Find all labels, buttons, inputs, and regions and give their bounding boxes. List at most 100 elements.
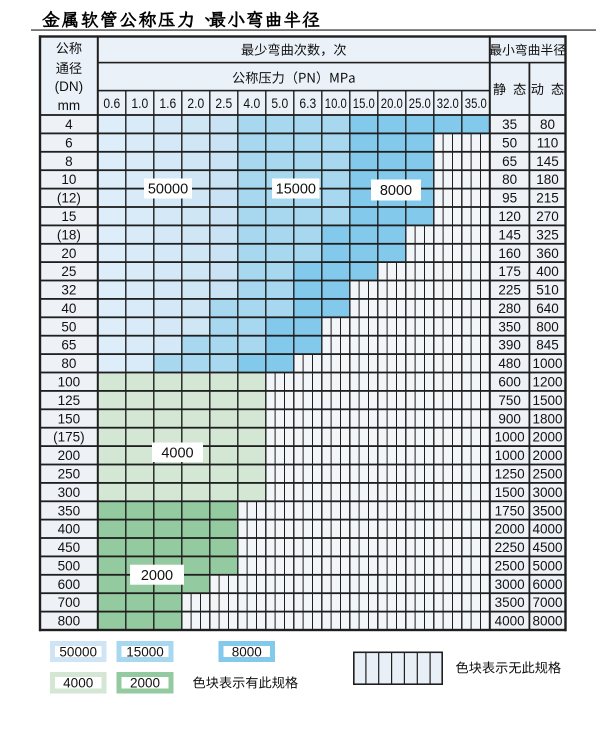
svg-text:32.0: 32.0: [437, 96, 459, 111]
svg-text:4.0: 4.0: [243, 96, 260, 111]
svg-text:(12): (12): [57, 191, 81, 206]
svg-text:250: 250: [58, 467, 81, 482]
svg-text:100: 100: [58, 375, 81, 390]
svg-text:35.0: 35.0: [465, 96, 487, 111]
svg-text:1500: 1500: [495, 485, 525, 500]
svg-text:2000: 2000: [532, 448, 562, 463]
svg-text:225: 225: [498, 283, 521, 298]
svg-text:1000: 1000: [495, 448, 525, 463]
svg-text:175: 175: [498, 264, 521, 279]
svg-text:280: 280: [498, 301, 521, 316]
svg-text:390: 390: [498, 338, 521, 353]
svg-text:4: 4: [65, 117, 73, 132]
svg-text:4000: 4000: [495, 614, 525, 629]
svg-text:0.6: 0.6: [103, 96, 120, 111]
svg-text:640: 640: [536, 301, 559, 316]
svg-text:2.0: 2.0: [187, 96, 204, 111]
svg-text:350: 350: [498, 319, 521, 334]
svg-text:1200: 1200: [532, 375, 562, 390]
svg-text:80: 80: [61, 356, 76, 371]
svg-text:160: 160: [498, 246, 521, 261]
svg-text:95: 95: [502, 191, 517, 206]
svg-text:150: 150: [58, 411, 81, 426]
svg-text:4500: 4500: [532, 540, 562, 555]
svg-text:15000: 15000: [126, 644, 164, 659]
svg-text:50000: 50000: [148, 182, 188, 198]
svg-text:2000: 2000: [141, 568, 173, 584]
svg-text:65: 65: [61, 338, 76, 353]
svg-text:400: 400: [536, 264, 559, 279]
svg-text:65: 65: [502, 154, 517, 169]
svg-text:50: 50: [61, 319, 76, 334]
svg-text:15: 15: [61, 209, 76, 224]
svg-text:80: 80: [540, 117, 555, 132]
svg-text:5000: 5000: [532, 558, 562, 573]
svg-text:480: 480: [498, 356, 521, 371]
svg-text:800: 800: [536, 319, 559, 334]
svg-text:350: 350: [58, 503, 81, 518]
svg-text:1250: 1250: [495, 467, 525, 482]
svg-text:40: 40: [61, 301, 76, 316]
svg-text:1.6: 1.6: [159, 96, 176, 111]
svg-text:6: 6: [65, 135, 73, 150]
svg-text:200: 200: [58, 448, 81, 463]
svg-text:125: 125: [58, 393, 81, 408]
svg-text:1.0: 1.0: [131, 96, 148, 111]
svg-text:8000: 8000: [532, 614, 562, 629]
svg-text:845: 845: [536, 338, 559, 353]
svg-text:10: 10: [61, 172, 76, 187]
svg-text:1500: 1500: [532, 393, 562, 408]
svg-text:2500: 2500: [532, 467, 562, 482]
svg-text:7000: 7000: [532, 595, 562, 610]
svg-text:145: 145: [536, 154, 559, 169]
svg-text:(18): (18): [57, 227, 81, 242]
svg-text:180: 180: [536, 172, 559, 187]
svg-text:20.0: 20.0: [381, 96, 403, 111]
svg-text:80: 80: [502, 172, 517, 187]
svg-text:215: 215: [536, 191, 559, 206]
svg-text:145: 145: [498, 227, 521, 242]
svg-text:450: 450: [58, 540, 81, 555]
svg-text:32: 32: [61, 283, 76, 298]
svg-text:4000: 4000: [63, 676, 93, 691]
svg-text:120: 120: [498, 209, 521, 224]
svg-text:2000: 2000: [495, 522, 525, 537]
svg-text:800: 800: [58, 614, 81, 629]
svg-text:325: 325: [536, 227, 559, 242]
svg-text:25.0: 25.0: [409, 96, 431, 111]
svg-text:2250: 2250: [495, 540, 525, 555]
svg-text:8: 8: [65, 154, 73, 169]
svg-text:700: 700: [58, 595, 81, 610]
svg-text:2500: 2500: [495, 558, 525, 573]
svg-text:3000: 3000: [495, 577, 525, 592]
svg-text:3000: 3000: [532, 485, 562, 500]
svg-text:270: 270: [536, 209, 559, 224]
svg-text:3500: 3500: [495, 595, 525, 610]
svg-text:600: 600: [58, 577, 81, 592]
svg-text:25: 25: [61, 264, 76, 279]
svg-text:mm: mm: [58, 98, 81, 113]
svg-text:10.0: 10.0: [325, 96, 347, 111]
svg-text:5.0: 5.0: [271, 96, 288, 111]
svg-text:1800: 1800: [532, 411, 562, 426]
svg-text:900: 900: [498, 411, 521, 426]
svg-text:3500: 3500: [532, 503, 562, 518]
svg-text:35: 35: [502, 117, 517, 132]
svg-text:15000: 15000: [276, 182, 316, 198]
svg-text:1000: 1000: [532, 356, 562, 371]
svg-text:(175): (175): [53, 430, 85, 445]
svg-text:360: 360: [536, 246, 559, 261]
svg-text:15.0: 15.0: [353, 96, 375, 111]
svg-text:8000: 8000: [380, 183, 412, 199]
svg-text:500: 500: [58, 558, 81, 573]
svg-text:600: 600: [498, 375, 521, 390]
svg-text:510: 510: [536, 283, 559, 298]
svg-text:8000: 8000: [232, 644, 262, 659]
svg-text:110: 110: [537, 135, 559, 150]
svg-text:4000: 4000: [161, 446, 193, 462]
svg-text:400: 400: [58, 522, 81, 537]
svg-text:6.3: 6.3: [299, 96, 316, 111]
svg-text:4000: 4000: [532, 522, 562, 537]
svg-text:2000: 2000: [130, 676, 160, 691]
svg-text:20: 20: [61, 246, 76, 261]
